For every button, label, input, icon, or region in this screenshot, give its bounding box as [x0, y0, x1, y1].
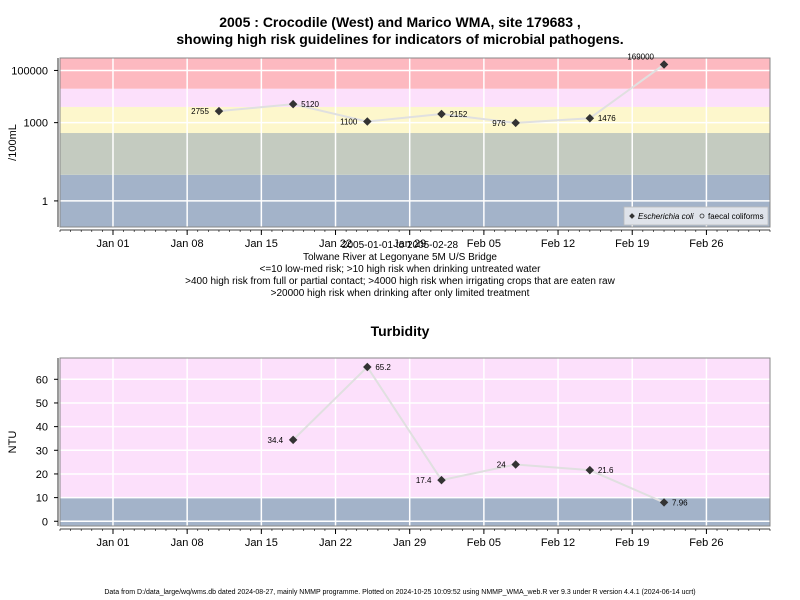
- x-tick-label: Feb 26: [689, 537, 723, 549]
- data-label: 21.6: [598, 466, 614, 475]
- y-tick-label: 0: [42, 516, 48, 528]
- note-guideline-2: >400 high risk from full or partial cont…: [185, 276, 615, 287]
- y-axis-label: /100mL: [7, 124, 19, 161]
- chart-subtitle: showing high risk guidelines for indicat…: [176, 31, 624, 47]
- y-tick-label: 100000: [11, 65, 48, 77]
- y-tick-label: 10: [36, 493, 48, 505]
- data-point: [363, 117, 372, 126]
- data-label: 976: [492, 119, 506, 128]
- turbidity-title: Turbidity: [370, 323, 430, 339]
- data-label: 1476: [598, 114, 616, 123]
- x-tick-label: Feb 12: [541, 238, 575, 250]
- data-label: 24: [497, 460, 506, 469]
- note-date-range: 2005-01-01 to 2005-02-28: [341, 240, 459, 251]
- footer-note: Data from D:/data_large/wq/wms.db dated …: [104, 589, 696, 596]
- y-tick-label: 1: [42, 196, 48, 208]
- note-site: Tolwane River at Legonyane 5M U/S Bridge: [303, 252, 497, 263]
- legend-entry-ecoli: Escherichia coli: [638, 212, 694, 221]
- y-tick-label: 30: [36, 445, 48, 457]
- legend-marker-faecal: [699, 213, 705, 219]
- data-label: 65.2: [375, 363, 391, 372]
- note-guideline-1: <=10 low-med risk; >10 high risk when dr…: [259, 264, 541, 275]
- x-tick-label: Feb 19: [615, 537, 649, 549]
- x-tick-label: Jan 01: [96, 537, 129, 549]
- legend-marker-ecoli: [629, 213, 635, 219]
- legend-entry-faecal: faecal coliforms: [708, 212, 764, 221]
- data-label: 34.4: [268, 436, 284, 445]
- plot-frame: [59, 57, 771, 228]
- data-point: [437, 109, 446, 119]
- plot-frame: [59, 357, 771, 527]
- data-label: 5120: [301, 100, 319, 109]
- x-tick-label: Jan 22: [319, 537, 352, 549]
- data-label: 2152: [449, 110, 467, 119]
- x-tick-label: Jan 08: [171, 238, 204, 250]
- x-tick-label: Jan 29: [393, 537, 426, 549]
- risk-band-0-2: [60, 106, 770, 134]
- data-label: 7.96: [672, 498, 688, 507]
- data-point: [511, 460, 520, 469]
- risk-band-0-3: [60, 88, 770, 107]
- data-point: [659, 498, 669, 507]
- x-tick-label: Jan 01: [96, 238, 129, 250]
- data-point: [437, 475, 446, 485]
- data-point: [363, 362, 372, 372]
- x-tick-label: Jan 08: [171, 537, 204, 549]
- y-axis-label: NTU: [7, 431, 19, 454]
- x-tick-label: Jan 15: [245, 238, 278, 250]
- x-tick-label: Jan 15: [245, 537, 278, 549]
- legend-box: [623, 206, 769, 226]
- x-tick-label: Feb 19: [615, 238, 649, 250]
- data-label: 2755: [191, 107, 209, 116]
- x-tick-label: Jan 22: [319, 238, 352, 250]
- risk-band-0-1: [60, 133, 770, 175]
- data-label: 17.4: [416, 476, 432, 485]
- x-tick-label: Feb 05: [467, 537, 501, 549]
- data-label: 1100: [340, 118, 358, 127]
- y-tick-label: 20: [36, 469, 48, 481]
- data-point: [288, 99, 298, 109]
- series-line: [292, 365, 665, 504]
- x-tick-label: Feb 26: [689, 238, 723, 250]
- note-guideline-3: >20000 high risk when drinking after onl…: [270, 288, 530, 299]
- y-tick-label: 1000: [24, 118, 48, 130]
- y-tick-label: 50: [36, 398, 48, 410]
- data-point: [585, 465, 595, 475]
- data-label: 169000: [627, 53, 654, 62]
- x-tick-label: Jan 29: [393, 238, 426, 250]
- chart-title: 2005 : Crocodile (West) and Marico WMA, …: [219, 14, 581, 30]
- data-point: [214, 106, 224, 116]
- y-tick-label: 40: [36, 422, 48, 434]
- data-point: [288, 435, 298, 445]
- x-tick-label: Feb 05: [467, 238, 501, 250]
- y-tick-label: 60: [36, 374, 48, 386]
- x-tick-label: Feb 12: [541, 537, 575, 549]
